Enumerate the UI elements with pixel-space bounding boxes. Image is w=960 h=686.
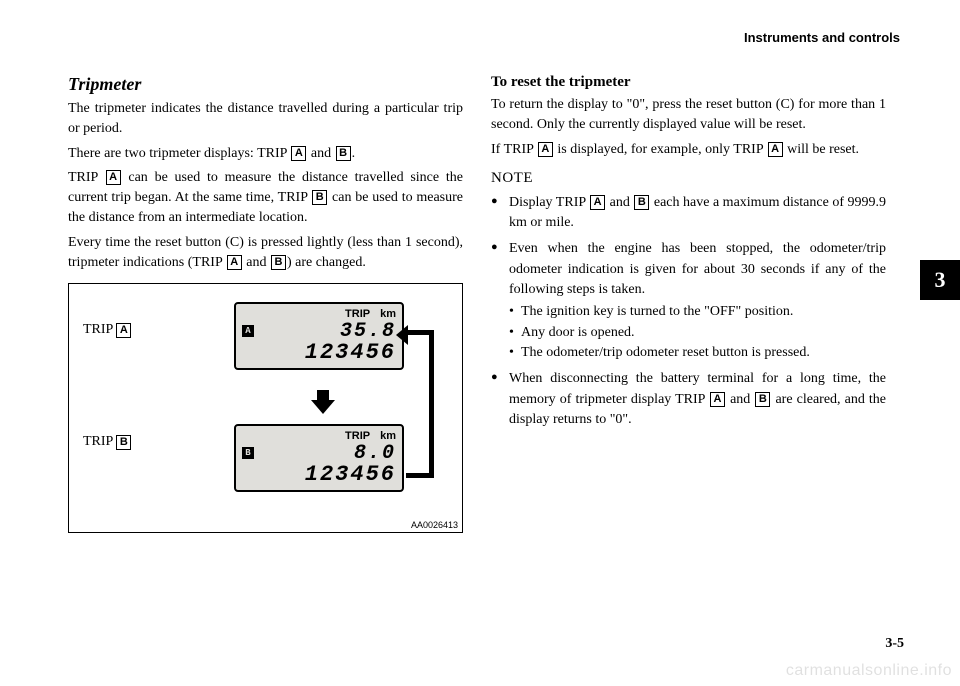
arrow-down-icon — [311, 390, 335, 414]
label-b-icon: B — [271, 255, 286, 270]
content-columns: Tripmeter The tripmeter indicates the di… — [68, 74, 908, 533]
note-item-max-distance: Display TRIP A and B each have a maximum… — [491, 193, 886, 234]
label-b-icon: B — [336, 146, 351, 161]
right-column: To reset the tripmeter To return the dis… — [491, 74, 886, 533]
lcd-marker-b-icon: B — [242, 447, 254, 459]
tripmeter-figure: TRIP A TRIP B TRIP km A 35.8 123456 — [68, 283, 463, 533]
figure-label-trip-b: TRIP B — [83, 434, 132, 450]
cycle-bracket-icon — [406, 330, 434, 478]
note-item-battery-disconnect: When disconnecting the battery terminal … — [491, 369, 886, 430]
lcd-b-odo-value: 123456 — [242, 464, 396, 486]
label-a-icon: A — [590, 195, 605, 210]
chapter-tab: 3 — [920, 260, 960, 300]
sub-item-reset-pressed: The odometer/trip odometer reset button … — [509, 343, 886, 363]
page-number: 3-5 — [885, 636, 904, 652]
lcd-unit: km — [380, 430, 396, 442]
reset-description: To return the display to "0", press the … — [491, 95, 886, 136]
tripmeter-usage: TRIP A can be used to measure the distan… — [68, 168, 463, 229]
label-b-icon: B — [634, 195, 649, 210]
tripmeter-toggle: Every time the reset button (C) is press… — [68, 233, 463, 274]
sub-item-ignition-off: The ignition key is turned to the "OFF" … — [509, 302, 886, 322]
label-a-icon: A — [116, 323, 131, 338]
tripmeter-title: Tripmeter — [68, 74, 463, 95]
label-b-icon: B — [755, 392, 770, 407]
note-list: Display TRIP A and B each have a maximum… — [491, 193, 886, 430]
section-header: Instruments and controls — [744, 30, 900, 45]
lcd-marker-a-icon: A — [242, 325, 254, 337]
lcd-display-b: TRIP km B 8.0 123456 — [234, 424, 404, 492]
note-item-engine-stopped: Even when the engine has been stopped, t… — [491, 239, 886, 363]
lcd-b-trip-value: 8.0 — [258, 444, 396, 464]
note-label: NOTE — [491, 170, 886, 187]
lcd-a-trip-value: 35.8 — [258, 322, 396, 342]
label-b-icon: B — [116, 435, 131, 450]
label-a-icon: A — [768, 142, 783, 157]
left-column: Tripmeter The tripmeter indicates the di… — [68, 74, 463, 533]
manual-page: Instruments and controls Tripmeter The t… — [0, 0, 960, 686]
figure-label-trip-a: TRIP A — [83, 322, 132, 338]
lcd-trip-label: TRIP — [345, 308, 370, 320]
figure-reference: AA0026413 — [411, 520, 458, 530]
watermark: carmanualsonline.info — [786, 662, 952, 680]
tripmeter-intro: The tripmeter indicates the distance tra… — [68, 99, 463, 140]
label-a-icon: A — [227, 255, 242, 270]
lcd-unit: km — [380, 308, 396, 320]
label-a-icon: A — [106, 170, 121, 185]
lcd-a-odo-value: 123456 — [242, 342, 396, 364]
tripmeter-displays: There are two tripmeter displays: TRIP A… — [68, 144, 463, 164]
sub-item-door-opened: Any door is opened. — [509, 323, 886, 343]
label-a-icon: A — [291, 146, 306, 161]
label-b-icon: B — [312, 190, 327, 205]
lcd-trip-label: TRIP — [345, 430, 370, 442]
engine-stopped-sublist: The ignition key is turned to the "OFF" … — [509, 302, 886, 363]
reset-example: If TRIP A is displayed, for example, onl… — [491, 140, 886, 160]
bracket-arrow-icon — [396, 325, 408, 345]
lcd-display-a: TRIP km A 35.8 123456 — [234, 302, 404, 370]
label-a-icon: A — [538, 142, 553, 157]
label-a-icon: A — [710, 392, 725, 407]
reset-subheading: To reset the tripmeter — [491, 74, 886, 91]
